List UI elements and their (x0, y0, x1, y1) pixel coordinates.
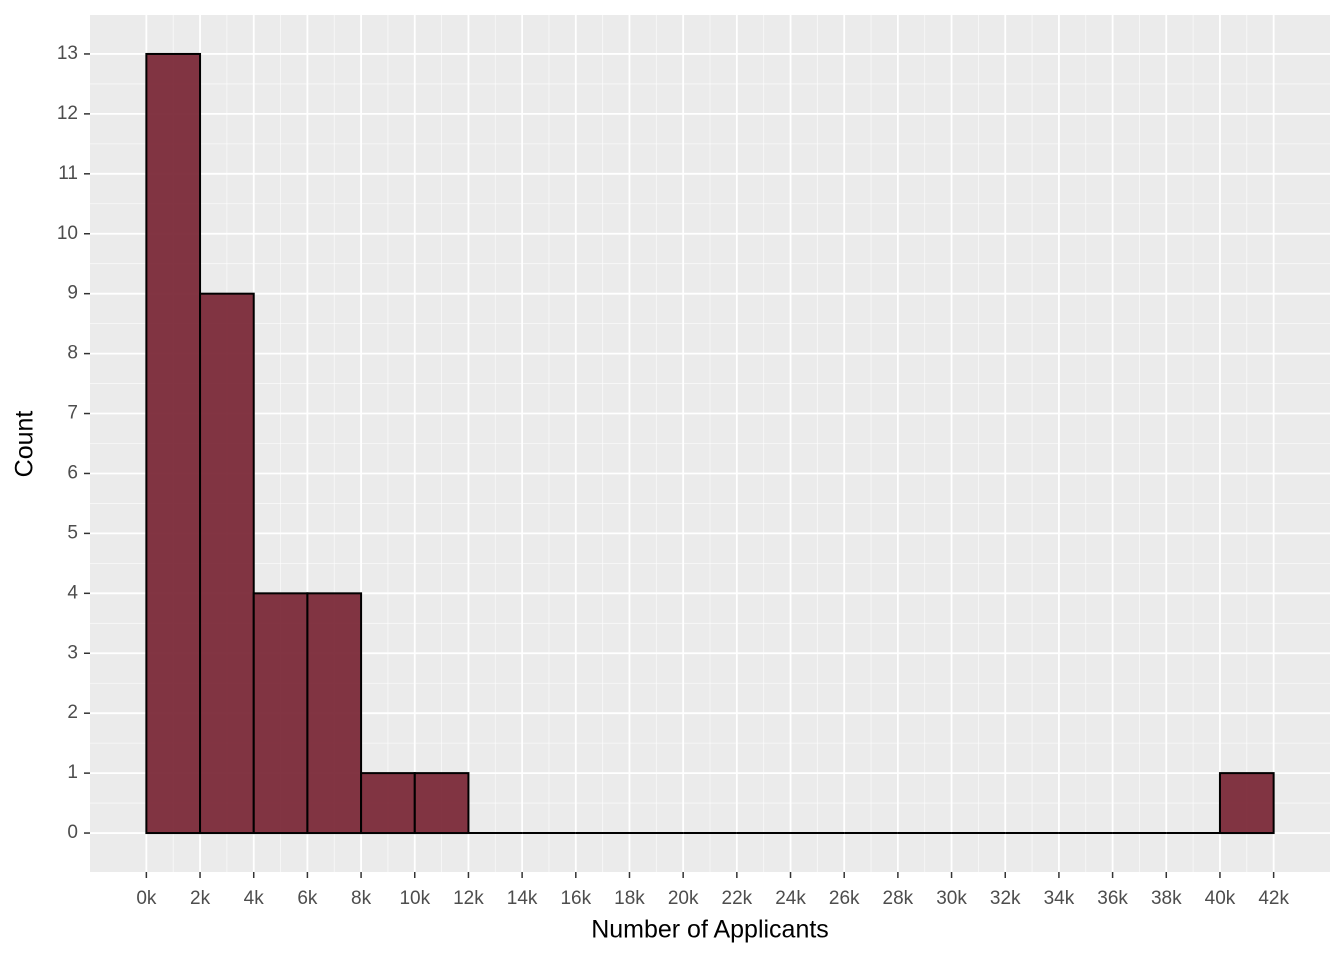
x-tick-label: 42k (1258, 888, 1289, 909)
bar (1218, 772, 1275, 835)
x-tick-label: 16k (560, 888, 591, 909)
x-tick-label: 26k (829, 888, 860, 909)
x-tick-label: 32k (990, 888, 1021, 909)
x-tick-label: 24k (775, 888, 806, 909)
y-tick-label: 13 (57, 43, 78, 64)
y-tick-label: 7 (67, 403, 78, 424)
x-tick-label: 20k (668, 888, 699, 909)
y-tick-label: 2 (67, 702, 78, 723)
y-tick-label: 6 (67, 462, 78, 483)
y-tick-label: 3 (67, 642, 78, 663)
x-tick-label: 38k (1151, 888, 1182, 909)
bar (145, 52, 202, 835)
bar (306, 592, 363, 835)
y-tick-label: 8 (67, 343, 78, 364)
x-tick-label: 30k (936, 888, 967, 909)
y-tick-label: 12 (57, 103, 78, 124)
x-tick-label: 34k (1044, 888, 1075, 909)
x-tick-label: 4k (244, 888, 265, 909)
y-tick-label: 0 (67, 822, 78, 843)
x-tick-label: 0k (136, 888, 157, 909)
y-tick-label: 4 (67, 582, 78, 603)
y-tick-label: 5 (67, 522, 78, 543)
x-tick-label: 36k (1097, 888, 1128, 909)
bar (413, 772, 470, 835)
x-tick-label: 14k (507, 888, 538, 909)
x-axis-title: Number of Applicants (591, 916, 829, 944)
x-tick-label: 28k (883, 888, 914, 909)
x-tick-label: 6k (297, 888, 318, 909)
y-tick-label: 11 (58, 163, 78, 184)
bar (252, 592, 309, 835)
x-tick-label: 18k (614, 888, 645, 909)
bar (199, 292, 255, 835)
y-tick-label: 1 (67, 762, 78, 783)
y-tick-label: 9 (67, 283, 78, 304)
x-tick-label: 22k (722, 888, 753, 909)
x-tick-label: 10k (399, 888, 430, 909)
x-tick-label: 12k (453, 888, 484, 909)
x-tick-label: 2k (190, 888, 211, 909)
x-tick-label: 8k (351, 888, 372, 909)
x-tick-label: 40k (1205, 888, 1236, 909)
bar (360, 772, 416, 835)
y-tick-label: 10 (57, 223, 78, 244)
y-axis-title: Count (11, 411, 39, 478)
